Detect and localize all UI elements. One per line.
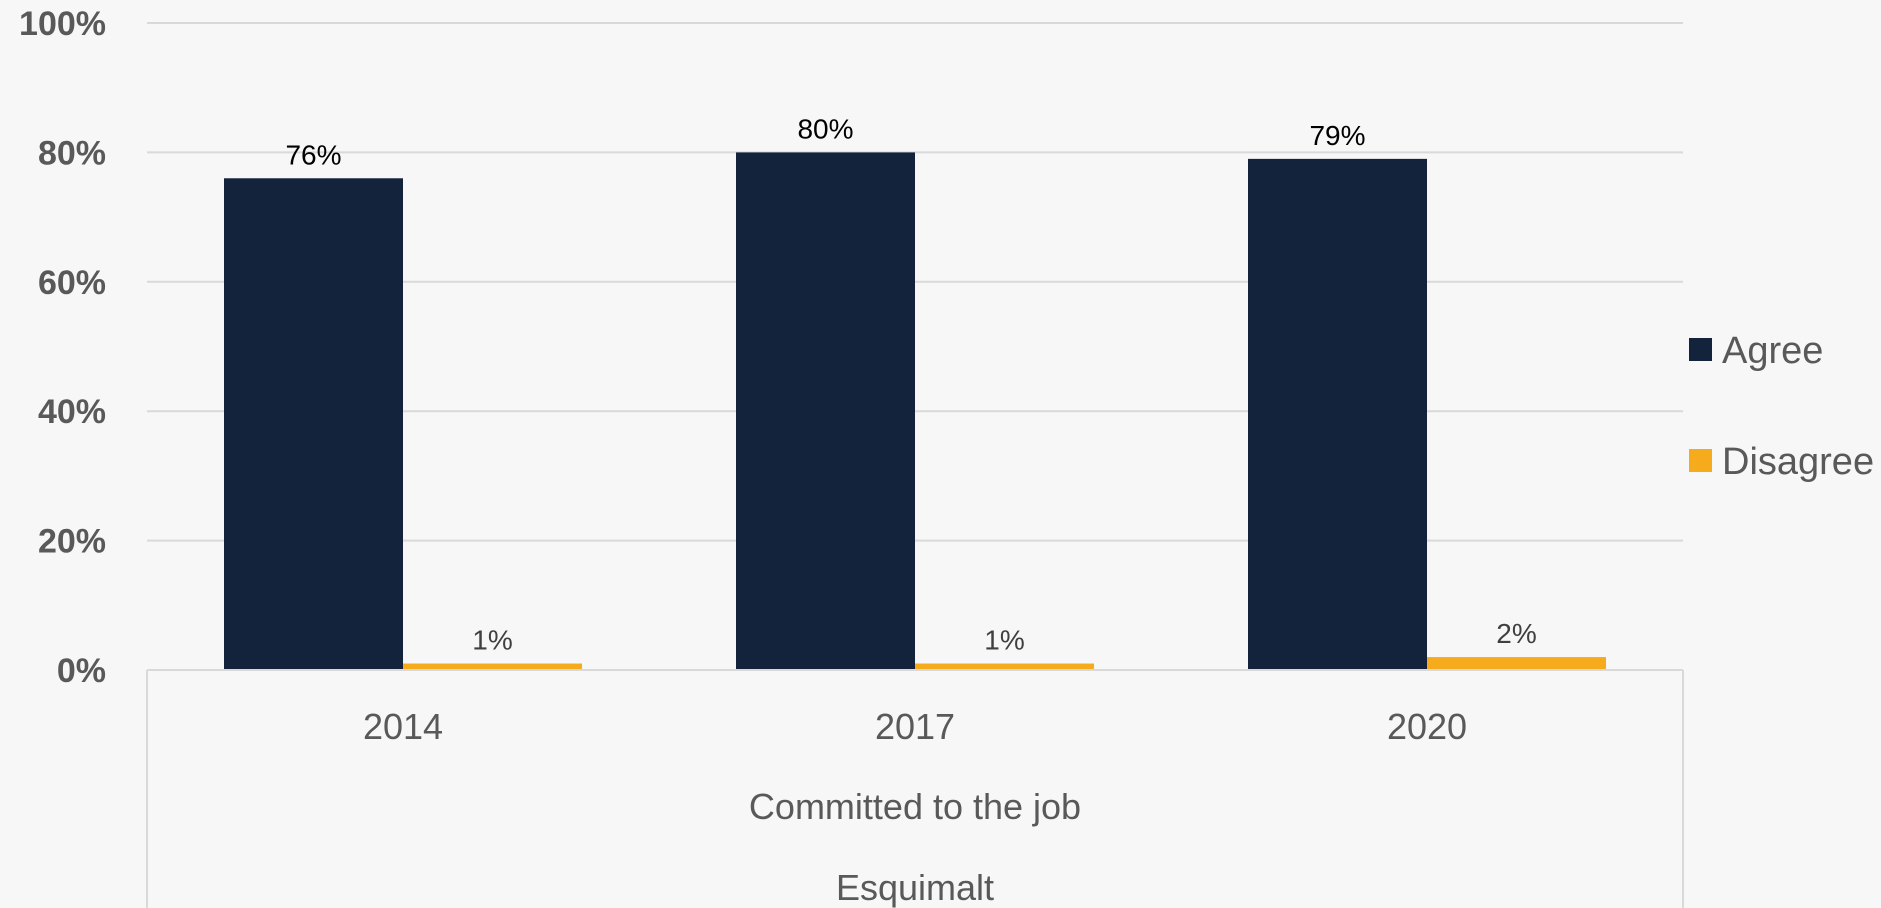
data-label-disagree-2014: 1% — [472, 625, 512, 656]
legend-swatch-disagree — [1689, 449, 1712, 472]
y-tick-label: 20% — [38, 523, 106, 561]
legend-swatch-agree — [1689, 338, 1712, 361]
bar-agree-2017 — [736, 152, 915, 670]
legend: Agree Disagree — [1689, 330, 1874, 483]
group-labels: Committed to the job Esquimalt — [749, 786, 1081, 908]
y-tick-label: 100% — [19, 5, 106, 43]
legend-label-disagree: Disagree — [1722, 441, 1874, 483]
bars — [224, 152, 1606, 670]
bar-agree-2014 — [224, 178, 403, 670]
data-label-disagree-2020: 2% — [1496, 618, 1536, 649]
bar-agree-2020 — [1248, 158, 1427, 670]
group-label: Esquimalt — [836, 867, 994, 908]
y-axis: 0% 20% 40% 60% 80% 100% — [19, 5, 106, 690]
x-tick-label: 2014 — [363, 706, 443, 747]
data-label-agree-2020: 79% — [1309, 120, 1365, 151]
x-tick-label: 2017 — [875, 706, 955, 747]
y-tick-label: 40% — [38, 393, 106, 431]
data-label-agree-2014: 76% — [285, 139, 341, 170]
x-axis: 2014 2017 2020 — [146, 669, 1684, 908]
bar-disagree-2017 — [915, 663, 1094, 670]
legend-label-agree: Agree — [1722, 330, 1823, 372]
data-label-disagree-2017: 1% — [984, 625, 1024, 656]
x-tick-label: 2020 — [1387, 706, 1467, 747]
y-tick-label: 0% — [57, 652, 106, 690]
group-label: Committed to the job — [749, 786, 1081, 827]
y-tick-label: 60% — [38, 264, 106, 302]
data-labels: 76% 1% 80% 1% 79% 2% — [285, 113, 1536, 655]
bar-disagree-2020 — [1427, 657, 1606, 670]
bar-disagree-2014 — [403, 663, 582, 670]
data-label-agree-2017: 80% — [797, 113, 853, 144]
y-tick-label: 80% — [38, 134, 106, 172]
